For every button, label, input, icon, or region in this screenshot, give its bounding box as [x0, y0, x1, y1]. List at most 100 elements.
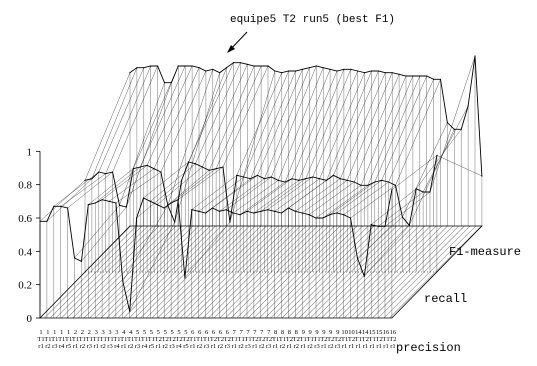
cross-connector-26 [219, 67, 310, 212]
x-tick-team-37: 8 [295, 329, 298, 336]
x-tick-run-16: r5 [149, 343, 154, 350]
x-tick-run-45: r1 [349, 343, 354, 350]
z-tick-label: 0.8 [18, 180, 32, 192]
x-tick-task-24: T1 [203, 336, 210, 343]
cross-connector-42 [329, 75, 421, 215]
x-tick-task-3: T1 [58, 336, 65, 343]
cross-connector-43 [336, 75, 427, 214]
x-tick-run-31: r1 [252, 343, 257, 350]
annotation-label: equipe5 T2 run5 (best F1) [230, 14, 395, 26]
x-tick-run-19: r3 [169, 343, 174, 350]
x-tick-task-43: T2 [334, 336, 341, 343]
cross-connector-17 [157, 64, 248, 205]
x-tick-team-42: 9 [329, 329, 332, 336]
x-tick-team-36: 8 [288, 329, 291, 336]
annotation-arrowhead [227, 45, 235, 53]
x-tick-task-11: T1 [113, 336, 120, 343]
x-tick-team-26: 6 [219, 329, 223, 336]
x-tick-task-28: T1 [231, 336, 238, 343]
x-tick-task-42: T2 [327, 336, 334, 343]
x-tick-run-0: r1 [38, 343, 43, 350]
x-tick-task-22: T1 [189, 336, 196, 343]
x-tick-task-1: T1 [44, 336, 51, 343]
x-tick-run-2: r3 [52, 343, 57, 350]
z-tick-label: 0.2 [18, 280, 32, 292]
x-tick-task-4: T1 [65, 336, 72, 343]
cross-connector-4 [67, 65, 158, 209]
cross-connector-32 [260, 69, 352, 212]
x-tick-task-21: T2 [182, 336, 189, 343]
x-tick-run-18: r2 [162, 343, 167, 350]
cross-connector-36 [288, 70, 379, 209]
x-tick-task-12: T1 [120, 336, 127, 343]
cross-connector-23 [198, 70, 289, 212]
series-line-precision [40, 189, 393, 312]
x-tick-task-23: T1 [196, 336, 203, 343]
x-tick-task-27: T2 [224, 336, 231, 343]
cross-connector-30 [246, 70, 338, 212]
x-tick-team-1: 1 [46, 329, 49, 336]
x-tick-team-50: 16 [383, 329, 390, 336]
x-tick-run-1: r2 [45, 343, 50, 350]
x-tick-task-38: T1 [300, 336, 307, 343]
x-tick-run-3: r4 [59, 343, 65, 350]
x-tick-run-36: r1 [287, 343, 292, 350]
cross-connector-19 [170, 65, 262, 204]
x-tick-team-17: 5 [157, 329, 160, 336]
series-label-f1-measure: F1-measure [449, 245, 521, 259]
x-tick-team-30: 7 [246, 329, 250, 336]
series-label-recall: recall [424, 292, 467, 306]
x-tick-labels: 1T1r11T1r21T1r31T1r41T1r52T1r12T1r22T1r3… [37, 329, 397, 350]
x-tick-team-27: 6 [226, 329, 230, 336]
x-tick-team-20: 5 [177, 329, 180, 336]
cross-connector-27 [226, 65, 317, 210]
cross-connector-0 [39, 72, 131, 222]
x-tick-team-7: 2 [88, 329, 91, 336]
x-tick-run-15: r4 [142, 343, 148, 350]
x-tick-team-9: 3 [101, 329, 104, 336]
x-tick-run-47: r1 [363, 343, 368, 350]
x-tick-run-38: r1 [300, 343, 305, 350]
cross-connector-21 [184, 70, 276, 279]
x-tick-team-25: 6 [212, 329, 216, 336]
x-tick-team-18: 5 [164, 329, 167, 336]
x-tick-team-6: 2 [81, 329, 84, 336]
cross-connector-38 [302, 72, 393, 214]
cross-connector-49 [377, 105, 469, 227]
x-tick-task-7: T1 [86, 336, 93, 343]
x-tick-run-24: r3 [204, 343, 209, 350]
cross-connector-2 [53, 67, 145, 207]
x-tick-team-49: 15 [376, 329, 383, 336]
cross-connector-7 [88, 65, 179, 205]
cross-connector-6 [81, 82, 172, 262]
x-tick-team-3: 1 [60, 329, 63, 336]
x-tick-task-46: T1 [355, 336, 362, 343]
x-tick-run-13: r2 [128, 343, 133, 350]
x-tick-run-10: r3 [107, 343, 112, 350]
x-tick-team-32: 7 [260, 329, 264, 336]
x-tick-run-4: r5 [66, 343, 71, 350]
cross-connector-34 [274, 72, 365, 212]
cross-connector-22 [191, 72, 283, 210]
x-tick-team-48: 15 [369, 329, 376, 336]
x-tick-task-50: T1 [382, 336, 389, 343]
x-tick-task-40: T1 [313, 336, 320, 343]
cross-connector-46 [357, 122, 448, 259]
x-tick-task-30: T1 [244, 336, 251, 343]
x-tick-task-13: T1 [127, 336, 134, 343]
cross-connector-24 [205, 70, 296, 214]
x-tick-team-41: 9 [322, 329, 325, 336]
series-line-f1-measure [129, 55, 483, 177]
x-tick-task-9: T1 [99, 336, 106, 343]
x-tick-run-8: r1 [93, 343, 98, 350]
x-tick-task-32: T2 [258, 336, 265, 343]
cross-connector-14 [136, 67, 227, 219]
x-tick-run-48: r1 [369, 343, 374, 350]
x-tick-run-11: r4 [114, 343, 120, 350]
x-tick-run-51: r1 [390, 343, 395, 350]
x-tick-run-7: r3 [87, 343, 92, 350]
cross-connector-50 [384, 55, 476, 227]
x-tick-task-6: T1 [79, 336, 86, 343]
series-layer [39, 55, 483, 318]
